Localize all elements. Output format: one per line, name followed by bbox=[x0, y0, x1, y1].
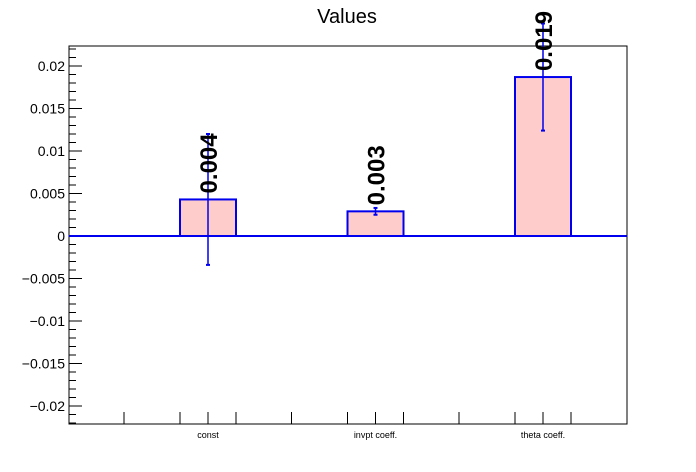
y-tick-label: 0.02 bbox=[38, 58, 65, 74]
y-tick-label: 0.015 bbox=[30, 101, 65, 117]
x-tick-label: const bbox=[197, 430, 219, 440]
x-tick-label: theta coeff. bbox=[521, 430, 565, 440]
x-tick-label: invpt coeff. bbox=[354, 430, 397, 440]
y-tick-label: 0.005 bbox=[30, 186, 65, 202]
data-label: 0.003 bbox=[364, 145, 391, 205]
y-tick-label: −0.015 bbox=[22, 356, 65, 372]
data-label: 0.004 bbox=[196, 133, 223, 194]
y-tick-label: −0.01 bbox=[30, 313, 66, 329]
y-tick-label: −0.02 bbox=[30, 398, 66, 414]
data-label: 0.019 bbox=[531, 11, 558, 71]
chart-title: Values bbox=[317, 6, 377, 28]
data-labels: 0.004 0.003 0.019 bbox=[196, 11, 558, 205]
bars bbox=[179, 22, 572, 266]
y-tick-label: 0 bbox=[57, 228, 65, 244]
y-tick-label: −0.005 bbox=[22, 271, 65, 287]
y-tick-label: 0.01 bbox=[38, 143, 65, 159]
